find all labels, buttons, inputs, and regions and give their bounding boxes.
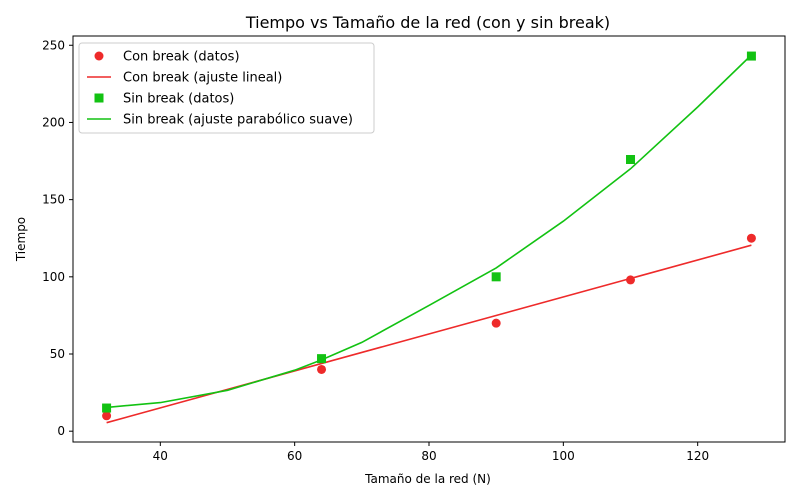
- x-tick-label: 40: [153, 449, 168, 463]
- sin-break-point: [317, 354, 327, 364]
- sin-break-point: [491, 272, 501, 282]
- y-tick-label: 150: [42, 193, 65, 207]
- con-break-point: [317, 364, 327, 374]
- con-break-fit-line: [106, 244, 752, 424]
- sin-break-point: [626, 154, 636, 164]
- axes-ticks: 40 60 80 100 120 0 50 100 150 200 250: [42, 38, 709, 463]
- x-tick-label: 60: [287, 449, 302, 463]
- legend-label: Con break (ajuste lineal): [123, 71, 282, 86]
- con-break-point: [746, 233, 756, 243]
- legend-label: Sin break (datos): [123, 92, 234, 107]
- x-tick-label: 80: [421, 449, 436, 463]
- y-tick-label: 50: [50, 347, 65, 361]
- chart-title: Tiempo vs Tamaño de la red (con y sin br…: [245, 13, 610, 32]
- x-axis-label: Tamaño de la red (N): [364, 472, 491, 486]
- y-tick-label: 100: [42, 270, 65, 284]
- sin-break-point: [102, 403, 112, 413]
- x-tick-label: 100: [552, 449, 575, 463]
- y-tick-label: 200: [42, 115, 65, 129]
- series-layer: [102, 51, 756, 424]
- legend-label: Sin break (ajuste parabólico suave): [123, 113, 353, 128]
- con-break-point: [102, 411, 112, 421]
- y-tick-label: 250: [42, 38, 65, 52]
- legend-marker-circle: [94, 51, 104, 61]
- legend-marker-square: [94, 93, 104, 103]
- x-tick-label: 120: [686, 449, 709, 463]
- con-break-point: [491, 318, 501, 328]
- y-axis-label: Tiempo: [14, 217, 28, 262]
- con-break-point: [626, 275, 636, 285]
- legend-box: [78, 42, 375, 134]
- legend-label: Con break (datos): [123, 50, 240, 65]
- legend: Con break (datos) Con break (ajuste linea…: [78, 42, 375, 134]
- sin-break-fit-curve: [106, 54, 752, 409]
- y-tick-label: 0: [57, 424, 65, 438]
- sin-break-point: [746, 51, 756, 61]
